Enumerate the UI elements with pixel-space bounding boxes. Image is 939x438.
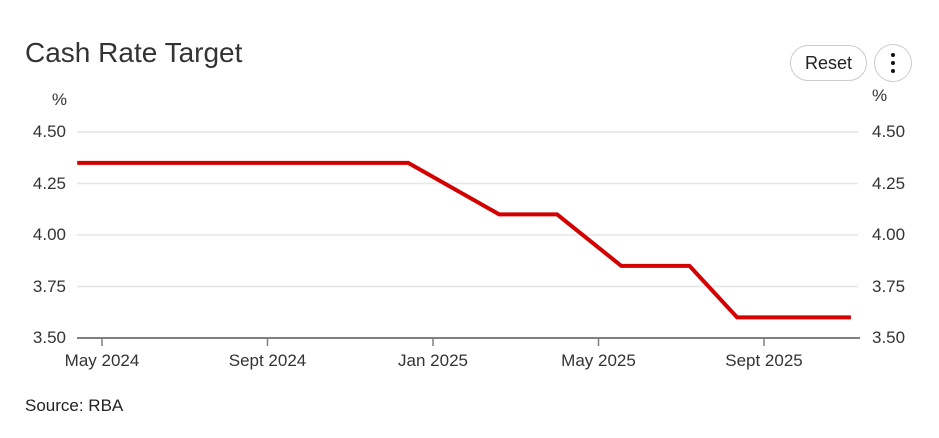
page-title: Cash Rate Target bbox=[25, 37, 243, 68]
x-axis-label: Sept 2025 bbox=[725, 351, 803, 370]
kebab-menu-icon bbox=[890, 68, 896, 74]
y-axis-label-right: 4.00 bbox=[872, 225, 906, 244]
y-axis-unit-right: % bbox=[872, 86, 888, 105]
y-axis-label-right: 4.50 bbox=[872, 122, 906, 141]
y-axis-label-right: 3.75 bbox=[872, 276, 906, 296]
y-axis-label-left: 3.75 bbox=[32, 276, 66, 296]
y-axis-label-right: 3.50 bbox=[872, 328, 906, 347]
x-axis-label: May 2025 bbox=[561, 351, 636, 370]
y-axis-label-left: 4.00 bbox=[32, 225, 66, 244]
chart-menu-button[interactable] bbox=[874, 44, 912, 82]
x-axis-label: May 2024 bbox=[64, 351, 140, 370]
x-axis-label: Jan 2025 bbox=[398, 351, 468, 370]
y-axis-label-left: 3.50 bbox=[32, 328, 66, 347]
kebab-menu-icon bbox=[890, 60, 896, 66]
kebab-menu-icon bbox=[890, 52, 896, 58]
source-note: Source: RBA bbox=[25, 396, 124, 415]
chart-controls: Reset bbox=[789, 44, 912, 82]
y-axis-label-right: 4.25 bbox=[872, 173, 906, 193]
series-line bbox=[77, 160, 851, 320]
reset-button[interactable]: Reset bbox=[789, 45, 867, 81]
y-axis-label-left: 4.25 bbox=[32, 173, 66, 193]
y-axis-label-left: 4.50 bbox=[32, 122, 66, 141]
y-axis-unit-left: % bbox=[51, 90, 67, 109]
x-axis-label: Sept 2024 bbox=[228, 351, 307, 370]
